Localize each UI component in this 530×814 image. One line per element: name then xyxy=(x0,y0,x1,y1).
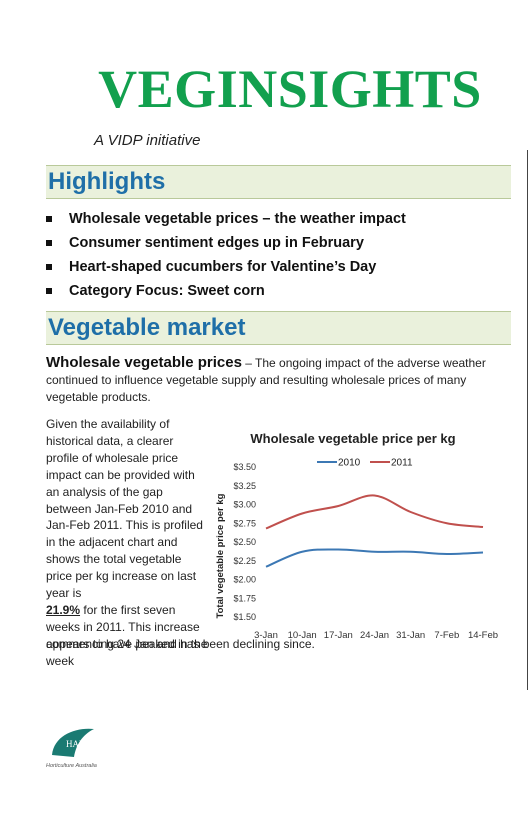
price-chart: Wholesale vegetable price per kg 2010 201… xyxy=(215,431,498,641)
x-tick-label: 14-Feb xyxy=(468,630,498,641)
series-line-2011 xyxy=(265,494,484,530)
y-tick-label: $2.75 xyxy=(233,518,256,528)
list-item: Consumer sentiment edges up in February xyxy=(46,231,406,255)
y-axis-label: Total vegetable price per kg xyxy=(215,493,226,618)
y-tick-label: $2.00 xyxy=(233,575,256,585)
logo-leaf-icon xyxy=(52,728,94,757)
vegetable-market-section-bar: Vegetable market xyxy=(46,311,511,345)
vegetable-market-heading: Vegetable market xyxy=(48,314,246,341)
y-tick-label: $3.25 xyxy=(233,481,256,491)
y-tick-label: $3.00 xyxy=(233,500,256,510)
highlights-section-bar: Highlights xyxy=(46,165,511,199)
highlight-percent: 21.9% xyxy=(46,602,81,617)
y-tick-label: $1.50 xyxy=(233,612,256,622)
list-item: Wholesale vegetable prices – the weather… xyxy=(46,207,406,231)
x-axis-ticks: 3-Jan 10-Jan 17-Jan 24-Jan 31-Jan 7-Feb 14-Feb xyxy=(254,630,498,641)
lead-paragraph: Wholesale vegetable prices – The ongoing… xyxy=(46,354,486,404)
column-divider xyxy=(527,150,528,690)
bullet-icon xyxy=(46,240,52,246)
bullet-icon xyxy=(46,216,52,222)
highlights-list: Wholesale vegetable prices – the weather… xyxy=(46,207,406,303)
lead-text: The ongoing impact of the adverse weathe… xyxy=(46,356,486,404)
body-paragraph-tail: commencing 24 Jan and has been declining… xyxy=(46,637,315,651)
x-tick-label: 7-Feb xyxy=(434,630,459,641)
hal-logo: HAL Horticulture Australia xyxy=(46,728,97,769)
x-tick-label: 24-Jan xyxy=(360,630,389,641)
list-item: Category Focus: Sweet corn xyxy=(46,279,406,303)
bullet-icon xyxy=(46,288,52,294)
legend-label: 2010 xyxy=(338,458,361,469)
x-tick-label: 10-Jan xyxy=(288,630,317,641)
y-tick-label: $3.50 xyxy=(233,462,256,472)
logo-text: Horticulture Australia xyxy=(46,763,97,769)
x-tick-label: 3-Jan xyxy=(254,630,278,641)
lead-title: Wholesale vegetable prices xyxy=(46,354,242,371)
x-tick-label: 17-Jan xyxy=(324,630,353,641)
y-axis-ticks: $1.50 $1.75 $2.00 $2.25 $2.50 $2.75 $3.00 $3.25… xyxy=(233,462,256,622)
highlights-heading: Highlights xyxy=(48,168,166,195)
page-subtitle: A VIDP initiative xyxy=(94,132,201,149)
chart-legend: 2010 2011 xyxy=(317,458,413,469)
logo-mark: HAL xyxy=(66,739,85,749)
chart-title: Wholesale vegetable price per kg xyxy=(250,431,455,446)
y-tick-label: $2.25 xyxy=(233,556,256,566)
body-paragraph: Given the availability of historical dat… xyxy=(46,417,208,668)
page-title: VEGINSIGHTS xyxy=(98,59,482,119)
legend-label: 2011 xyxy=(391,458,413,469)
list-item: Heart-shaped cucumbers for Valentine’s D… xyxy=(46,255,406,279)
x-tick-label: 31-Jan xyxy=(396,630,425,641)
bullet-icon xyxy=(46,264,52,270)
y-tick-label: $2.50 xyxy=(233,537,256,547)
chart-series xyxy=(265,494,484,568)
y-tick-label: $1.75 xyxy=(233,593,256,603)
series-line-2010 xyxy=(265,548,484,568)
